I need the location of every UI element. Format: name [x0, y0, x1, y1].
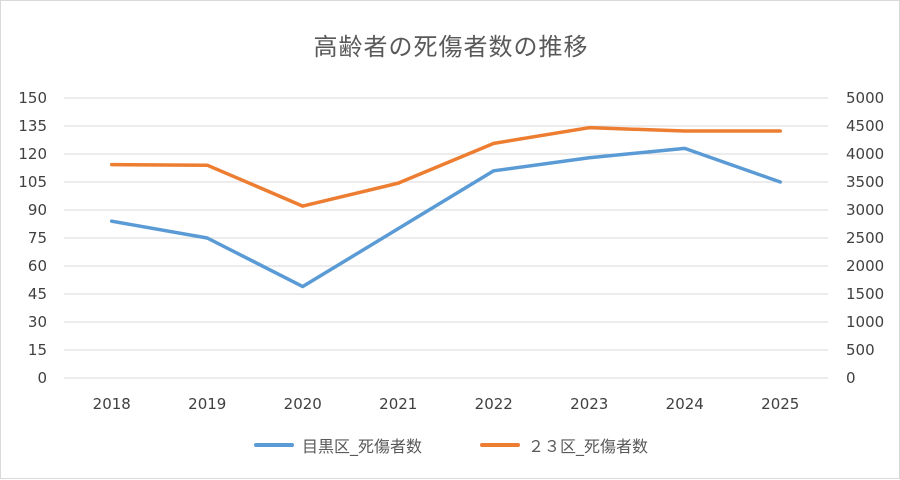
gridlines — [64, 98, 828, 378]
x-axis-ticks: 2018 2019 2020 2021 2022 2023 2024 2025 — [93, 395, 800, 413]
right-tick-label: 3500 — [846, 173, 884, 191]
legend-item-23ku: ２３区_死傷者数 — [480, 433, 648, 457]
left-tick-label: 90 — [28, 201, 47, 219]
legend-label-23ku: ２３区_死傷者数 — [528, 433, 648, 457]
x-tick-label: 2024 — [666, 395, 704, 413]
right-tick-label: 4000 — [846, 145, 884, 163]
right-tick-label: 2000 — [846, 257, 884, 275]
right-tick-label: 1000 — [846, 313, 884, 331]
right-tick-label: 0 — [846, 369, 856, 387]
left-tick-label: 150 — [18, 89, 47, 107]
series-lines — [112, 128, 781, 287]
left-tick-label: 45 — [28, 285, 47, 303]
right-axis-ticks: 0 500 1000 1500 2000 2500 3000 3500 4000 4500 5000 — [846, 89, 884, 387]
x-tick-label: 2025 — [761, 395, 799, 413]
left-tick-label: 30 — [28, 313, 47, 331]
x-tick-label: 2022 — [475, 395, 513, 413]
x-tick-label: 2019 — [188, 395, 226, 413]
legend-item-meguro: 目黒区_死傷者数 — [254, 433, 422, 457]
legend-swatch-23ku — [480, 443, 520, 447]
left-tick-label: 0 — [37, 369, 47, 387]
right-tick-label: 500 — [846, 341, 875, 359]
right-tick-label: 1500 — [846, 285, 884, 303]
left-tick-label: 105 — [18, 173, 47, 191]
right-tick-label: 5000 — [846, 89, 884, 107]
legend-label-meguro: 目黒区_死傷者数 — [302, 433, 422, 457]
x-tick-label: 2021 — [379, 395, 417, 413]
left-tick-label: 15 — [28, 341, 47, 359]
x-tick-label: 2020 — [284, 395, 322, 413]
left-tick-label: 135 — [18, 117, 47, 135]
legend-swatch-meguro — [254, 443, 294, 447]
left-tick-label: 120 — [18, 145, 47, 163]
left-tick-label: 75 — [28, 229, 47, 247]
series-line-1 — [112, 128, 781, 206]
right-tick-label: 3000 — [846, 201, 884, 219]
left-axis-ticks: 0 15 30 45 60 75 90 105 120 135 150 — [18, 89, 47, 387]
x-tick-label: 2023 — [570, 395, 608, 413]
x-tick-label: 2018 — [93, 395, 131, 413]
right-tick-label: 2500 — [846, 229, 884, 247]
left-tick-label: 60 — [28, 257, 47, 275]
legend: 目黒区_死傷者数 ２３区_死傷者数 — [1, 433, 900, 457]
right-tick-label: 4500 — [846, 117, 884, 135]
